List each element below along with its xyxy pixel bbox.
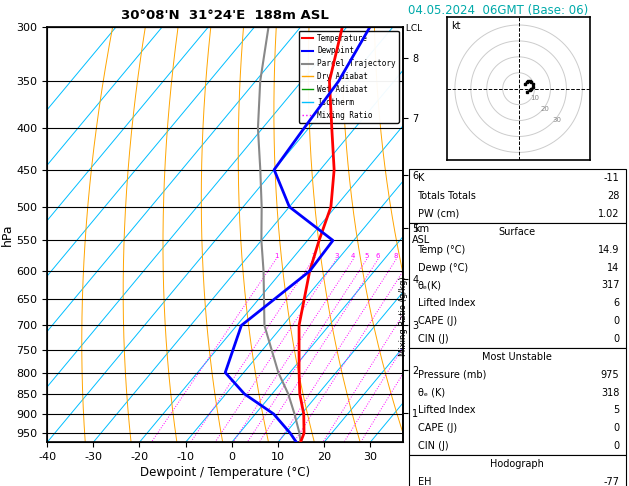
Text: 1: 1	[274, 253, 279, 259]
Text: -11: -11	[604, 173, 620, 183]
Bar	[409, 223, 626, 348]
Text: LCL: LCL	[403, 24, 421, 33]
Text: 20: 20	[541, 106, 550, 112]
Text: 04.05.2024  06GMT (Base: 06): 04.05.2024 06GMT (Base: 06)	[408, 4, 588, 17]
Text: Pressure (mb): Pressure (mb)	[418, 370, 486, 380]
Text: Temp (°C): Temp (°C)	[418, 244, 466, 255]
Text: 14.9: 14.9	[598, 244, 620, 255]
Text: CIN (J): CIN (J)	[418, 441, 448, 451]
Text: 6: 6	[376, 253, 381, 259]
Text: θₑ(K): θₑ(K)	[418, 280, 442, 290]
Text: 0: 0	[613, 441, 620, 451]
Text: K: K	[418, 173, 424, 183]
Text: Most Unstable: Most Unstable	[482, 352, 552, 362]
Legend: Temperature, Dewpoint, Parcel Trajectory, Dry Adiabat, Wet Adiabat, Isotherm, Mi: Temperature, Dewpoint, Parcel Trajectory…	[299, 31, 399, 122]
Text: Hodograph: Hodograph	[491, 459, 544, 469]
Text: Totals Totals: Totals Totals	[418, 191, 476, 201]
Bar	[409, 348, 626, 455]
Text: 10: 10	[530, 95, 539, 101]
Y-axis label: km
ASL: km ASL	[412, 224, 430, 245]
Text: Surface: Surface	[499, 227, 536, 237]
Text: -77: -77	[603, 477, 620, 486]
Text: Lifted Index: Lifted Index	[418, 298, 475, 308]
Text: 6: 6	[613, 298, 620, 308]
Text: 5: 5	[365, 253, 369, 259]
Text: 1.02: 1.02	[598, 209, 620, 219]
Text: 0: 0	[613, 334, 620, 344]
Text: 0: 0	[613, 423, 620, 434]
Text: Dewp (°C): Dewp (°C)	[418, 262, 467, 273]
Text: Lifted Index: Lifted Index	[418, 405, 475, 416]
Text: CIN (J): CIN (J)	[418, 334, 448, 344]
Text: 4: 4	[351, 253, 355, 259]
Text: θₑ (K): θₑ (K)	[418, 387, 445, 398]
X-axis label: Dewpoint / Temperature (°C): Dewpoint / Temperature (°C)	[140, 466, 310, 479]
Text: EH: EH	[418, 477, 431, 486]
Text: 317: 317	[601, 280, 620, 290]
Bar	[409, 169, 626, 223]
Text: 5: 5	[613, 405, 620, 416]
Text: 975: 975	[601, 370, 620, 380]
Text: Mixing Ratio (g/kg): Mixing Ratio (g/kg)	[399, 276, 408, 356]
Bar	[409, 455, 626, 486]
Text: 318: 318	[601, 387, 620, 398]
Y-axis label: hPa: hPa	[1, 223, 14, 246]
Text: 14: 14	[607, 262, 620, 273]
Text: CAPE (J): CAPE (J)	[418, 423, 457, 434]
Text: kt: kt	[451, 21, 460, 31]
Text: 8: 8	[394, 253, 399, 259]
Text: PW (cm): PW (cm)	[418, 209, 459, 219]
Text: 30°08'N  31°24'E  188m ASL: 30°08'N 31°24'E 188m ASL	[121, 9, 329, 22]
Text: 30: 30	[552, 117, 561, 123]
Text: 28: 28	[607, 191, 620, 201]
Text: 3: 3	[334, 253, 338, 259]
Text: CAPE (J): CAPE (J)	[418, 316, 457, 326]
Text: 2: 2	[311, 253, 316, 259]
Text: 0: 0	[613, 316, 620, 326]
